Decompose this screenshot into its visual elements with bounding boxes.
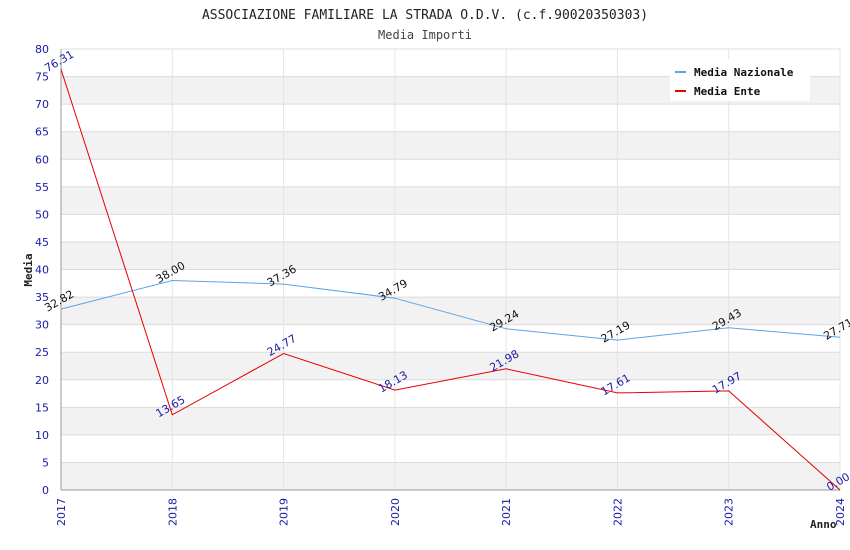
y-tick-label: 40 xyxy=(35,264,49,277)
y-tick-label: 35 xyxy=(35,291,49,304)
x-tick-label: 2023 xyxy=(723,498,736,526)
x-tick-labels: 2017 2018 2019 2020 2021 2022 2023 2024 xyxy=(55,498,847,526)
grid-band xyxy=(61,352,840,380)
grid-band xyxy=(61,297,840,325)
legend: Media Nazionale Media Ente xyxy=(670,59,810,101)
x-tick-label: 2020 xyxy=(389,498,402,526)
y-axis-label: Media xyxy=(22,253,35,286)
series-line-1 xyxy=(60,69,841,491)
grid-band xyxy=(61,131,840,160)
grid-band xyxy=(61,462,840,490)
legend-box xyxy=(670,59,810,101)
y-tick-label: 60 xyxy=(35,153,49,166)
y-tick-label: 20 xyxy=(35,374,49,387)
grid-bands xyxy=(61,76,840,490)
chart-title: ASSOCIAZIONE FAMILIARE LA STRADA O.D.V. … xyxy=(202,8,648,23)
y-tick-label: 10 xyxy=(35,429,49,442)
grid-band xyxy=(61,186,840,215)
series-line-0 xyxy=(60,279,841,341)
y-tick-label: 50 xyxy=(35,208,49,221)
y-tick-labels: 0 5 10 15 20 25 30 35 40 45 50 55 60 65 70 75 80 xyxy=(35,43,49,497)
y-tick-label: 25 xyxy=(35,346,49,359)
chart-subtitle: Media Importi xyxy=(378,28,472,42)
x-tick-label: 2019 xyxy=(278,498,291,526)
y-tick-label: 75 xyxy=(35,71,49,84)
y-tick-label: 70 xyxy=(35,98,49,111)
y-tick-label: 45 xyxy=(35,236,49,249)
x-tick-label: 2022 xyxy=(611,498,624,526)
axes xyxy=(60,49,840,491)
y-tick-label: 0 xyxy=(42,484,49,497)
grid-band xyxy=(61,407,840,435)
y-tick-label: 30 xyxy=(35,319,49,332)
x-tick-label: 2017 xyxy=(55,498,68,526)
series-lines xyxy=(60,69,841,491)
y-tick-label: 65 xyxy=(35,126,49,139)
grid-band xyxy=(61,241,840,270)
y-tick-label: 55 xyxy=(35,181,49,194)
x-axis-label: Anno xyxy=(810,518,837,531)
x-tick-label: 2018 xyxy=(166,498,179,526)
y-tick-label: 5 xyxy=(42,456,49,469)
x-tick-label: 2024 xyxy=(834,498,847,526)
legend-label-0: Media Nazionale xyxy=(694,66,794,79)
y-tick-label: 15 xyxy=(35,401,49,414)
y-tick-label: 80 xyxy=(35,43,49,56)
legend-label-1: Media Ente xyxy=(694,85,761,98)
x-tick-label: 2021 xyxy=(500,498,513,526)
